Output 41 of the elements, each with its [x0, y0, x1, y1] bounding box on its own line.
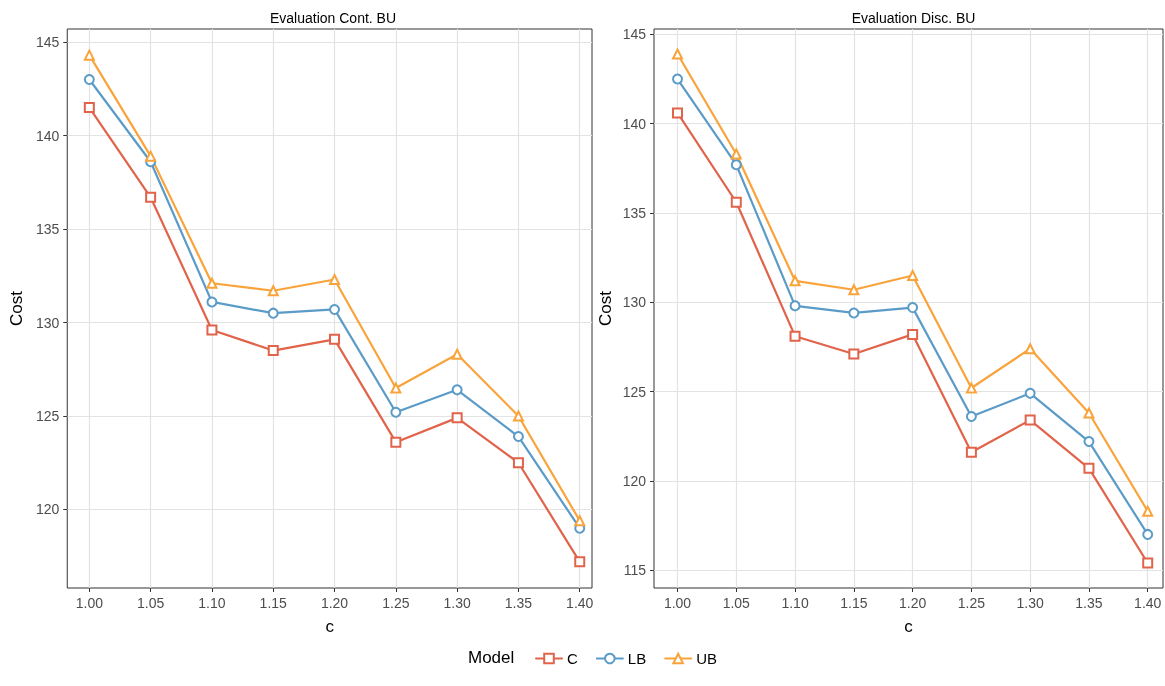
- x-tick-label: 1.35: [504, 595, 533, 611]
- x-tick-label: 1.10: [781, 595, 809, 611]
- x-tick-label: 1.00: [663, 595, 692, 611]
- x-tick-label: 1.30: [443, 595, 471, 611]
- y-tick-label: 145: [35, 34, 60, 51]
- chart-title: Evaluation Cont. BU: [269, 10, 397, 26]
- x-tick-label: 1.20: [898, 595, 927, 611]
- legend-label: C: [567, 650, 578, 667]
- legend-label: UB: [696, 650, 718, 667]
- y-axis-title: Cost: [596, 290, 615, 326]
- y-tick-label: 125: [35, 408, 60, 424]
- x-tick-label: 1.15: [259, 595, 288, 611]
- x-tick-label: 1.40: [566, 595, 594, 611]
- legend-title: Model: [468, 648, 515, 667]
- x-tick-label: 1.40: [1134, 595, 1162, 611]
- x-axis-title: c: [904, 617, 914, 636]
- x-tick-label: 1.20: [320, 595, 349, 611]
- x-tick-label: 1.35: [1075, 595, 1103, 611]
- chart-title: Evaluation Disc. BU: [851, 10, 976, 26]
- y-tick-label: 115: [623, 562, 647, 579]
- legend-label: LB: [627, 650, 647, 667]
- y-tick-label: 125: [622, 383, 647, 400]
- y-tick-label: 120: [35, 501, 60, 518]
- x-tick-label: 1.30: [1016, 595, 1044, 611]
- y-axis-title: Cost: [7, 290, 26, 326]
- y-tick-label: 140: [622, 115, 647, 132]
- x-axis-title: c: [325, 617, 335, 636]
- x-tick-label: 1.25: [957, 595, 986, 611]
- x-tick-label: 1.05: [137, 595, 165, 611]
- y-tick-label: 120: [622, 472, 647, 489]
- x-tick-label: 1.15: [840, 595, 868, 611]
- y-tick-label: 145: [622, 26, 647, 43]
- y-tick-label: 135: [35, 221, 60, 238]
- x-tick-label: 1.10: [198, 595, 226, 611]
- x-tick-label: 1.25: [382, 595, 410, 611]
- x-tick-label: 1.00: [75, 595, 104, 611]
- x-tick-label: 1.05: [722, 595, 751, 611]
- y-tick-label: 135: [622, 204, 647, 221]
- y-tick-label: 140: [35, 127, 60, 144]
- y-tick-label: 130: [622, 294, 647, 311]
- y-tick-label: 130: [35, 314, 60, 331]
